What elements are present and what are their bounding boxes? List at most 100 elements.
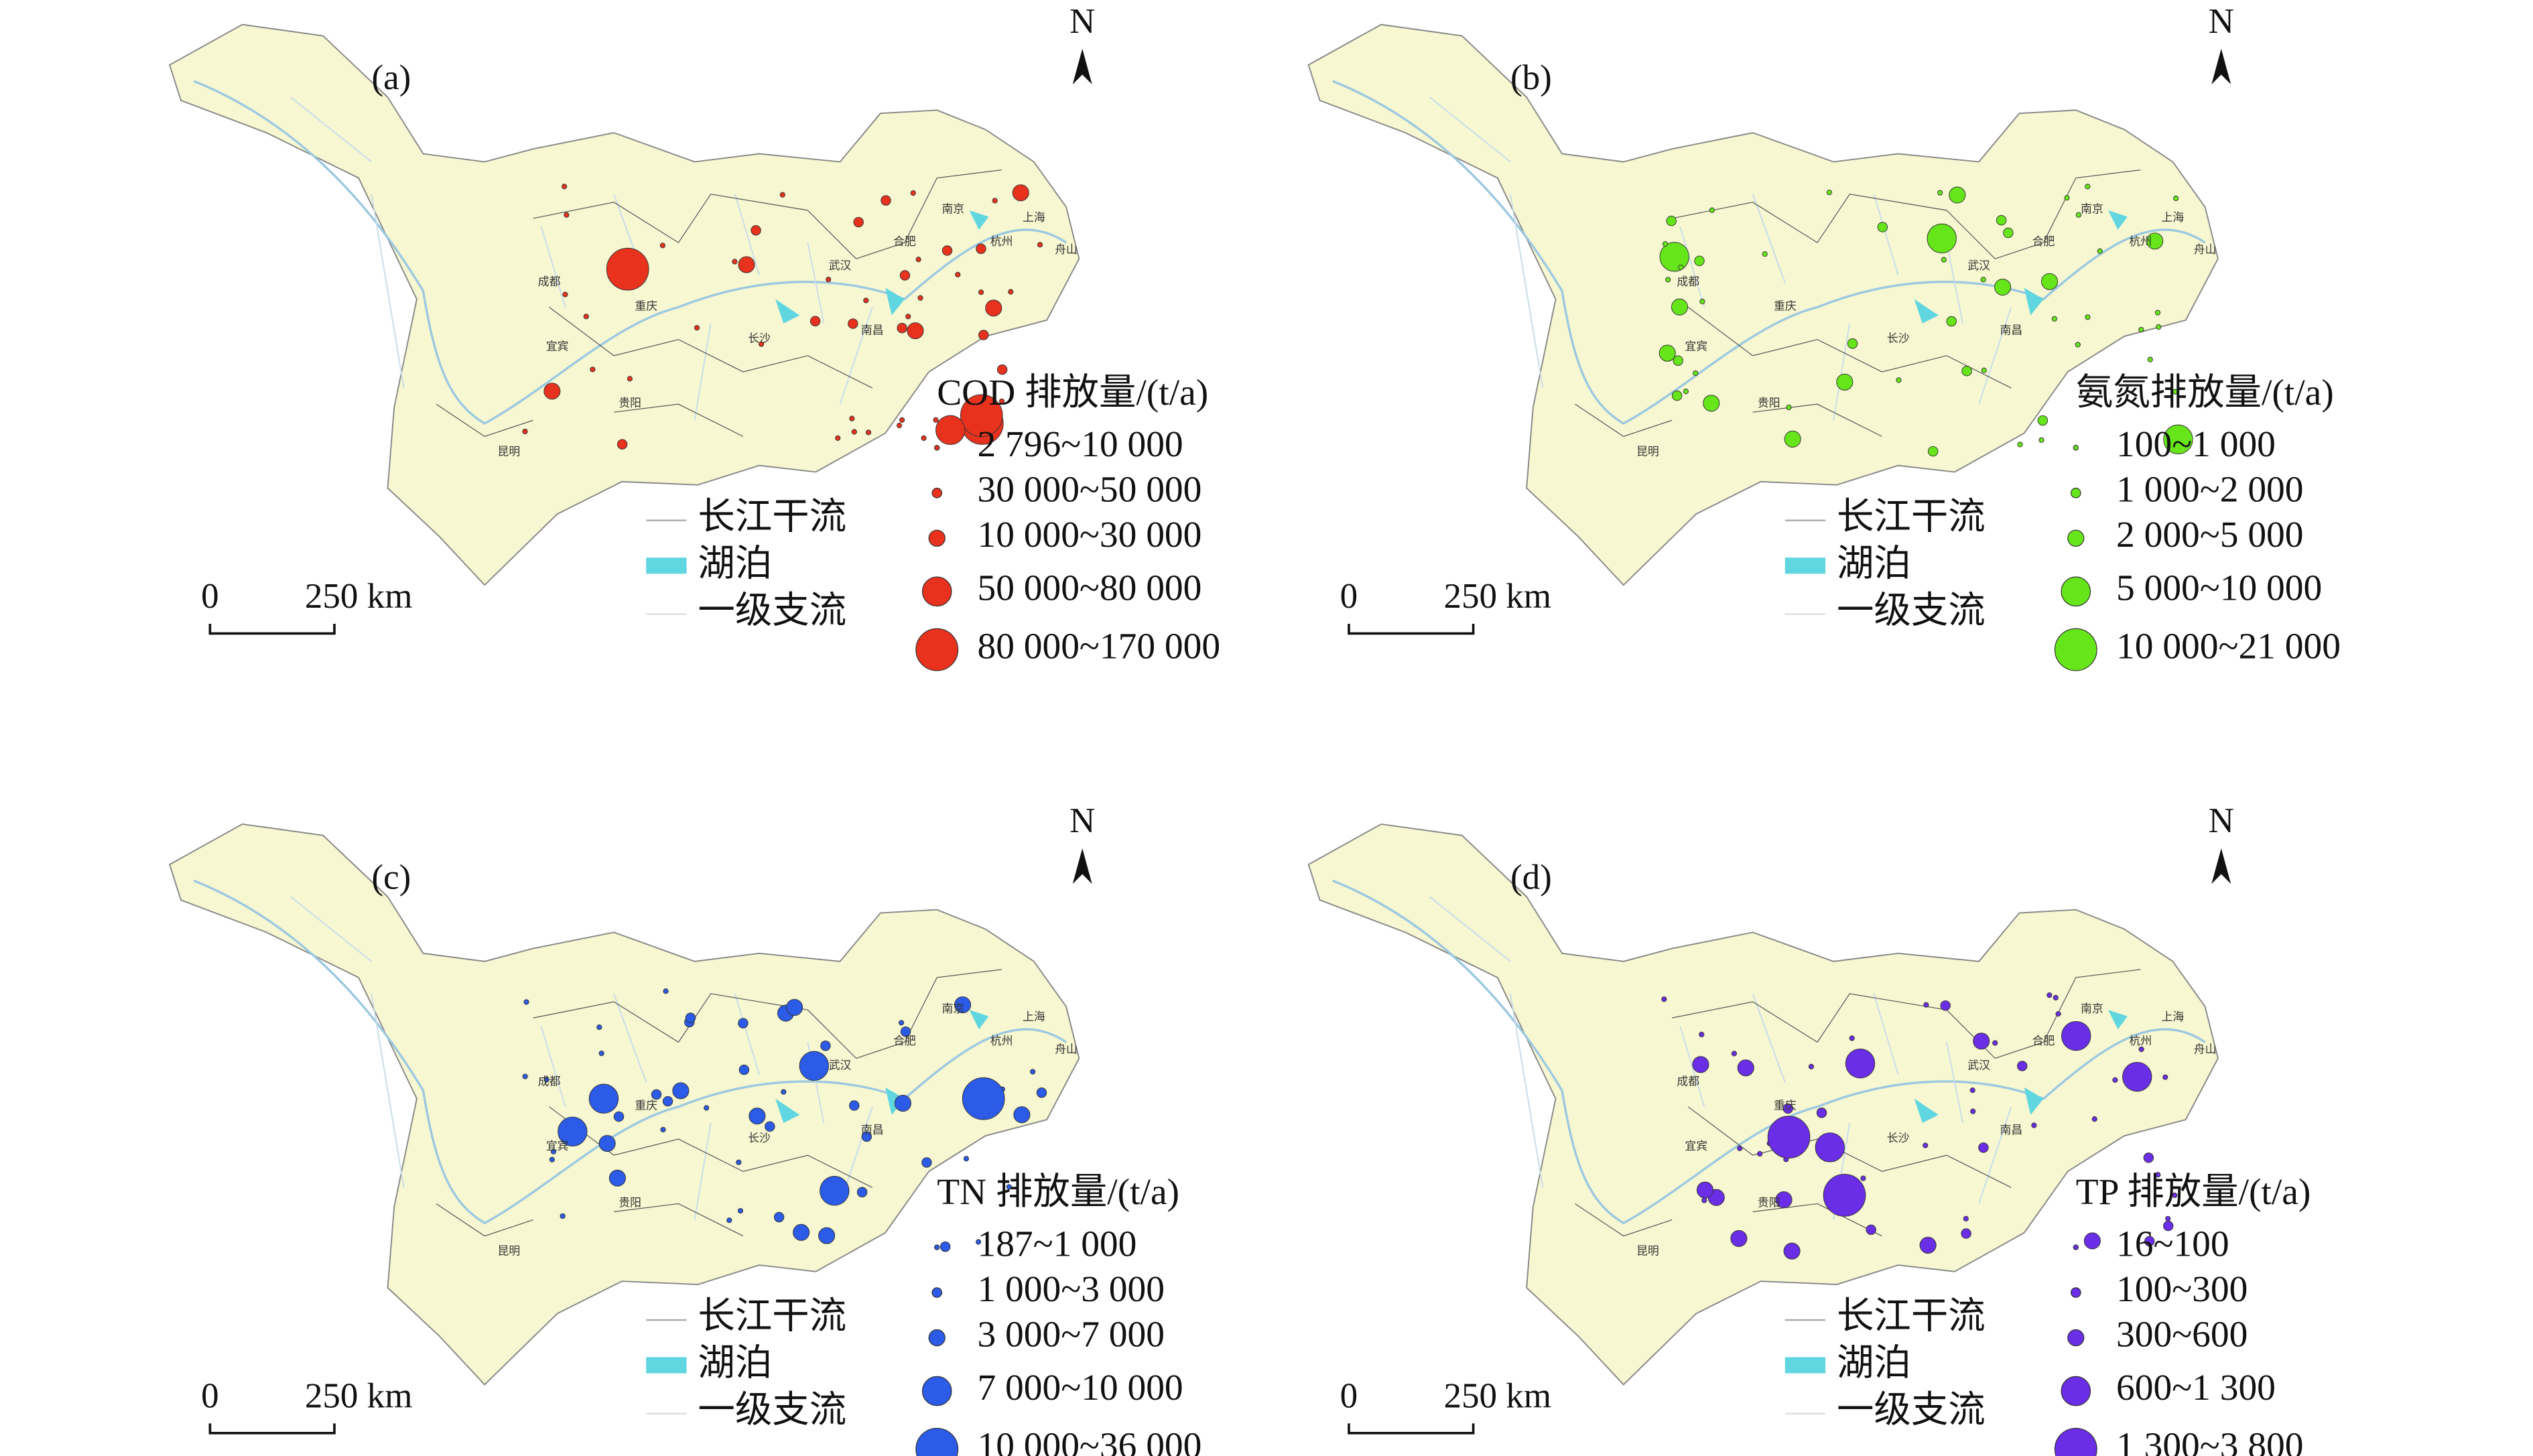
city-label: 成都: [1677, 1075, 1699, 1088]
emission-bubble: [1826, 190, 1832, 196]
emission-bubble: [1973, 1033, 1990, 1050]
emission-bubble: [1786, 404, 1792, 411]
emission-bubble: [992, 198, 998, 204]
north-label: N: [1069, 801, 1095, 840]
legend-symbol: [2061, 576, 2091, 607]
city-label: 昆明: [1636, 1245, 1659, 1258]
legend-symbol: [2070, 1287, 2081, 1298]
emission-bubble: [2053, 994, 2059, 1001]
emission-bubble: [1006, 1184, 1012, 1190]
city-label: 南京: [2081, 1002, 2103, 1015]
emission-bubble: [2017, 1061, 2028, 1071]
emission-bubble: [2162, 1074, 2168, 1080]
emission-bubble: [1994, 278, 2012, 296]
legend-symbol: [933, 445, 940, 451]
emission-bubble: [1699, 1031, 1705, 1038]
emission-bubble: [849, 415, 855, 421]
scale-bar: [208, 1423, 336, 1435]
scale-zero: 0: [1340, 577, 1358, 616]
emission-bubble: [826, 277, 832, 283]
legend-label: 50 000~80 000: [977, 568, 1201, 608]
city-label: 舟山: [2194, 243, 2217, 256]
city-label: 成都: [538, 1075, 561, 1088]
city-label: 成都: [538, 275, 561, 288]
emission-bubble: [1008, 289, 1014, 295]
emission-bubble: [549, 1156, 555, 1163]
emission-bubble: [954, 996, 972, 1014]
emission-bubble: [1946, 316, 1957, 327]
north-arrow: [1072, 848, 1092, 884]
emission-bubble: [1762, 251, 1768, 257]
emission-bubble: [522, 428, 528, 435]
city-label: 南昌: [2000, 1124, 2022, 1136]
north-label: N: [2209, 2, 2234, 41]
emission-bubble: [606, 247, 649, 291]
emission-bubble: [2122, 1061, 2152, 1092]
city-label: 舟山: [2194, 1043, 2217, 1055]
city-label: 杭州: [2129, 235, 2152, 248]
legend-title: 氨氮排放量/(t/a): [2076, 372, 2334, 413]
panel-label: (b): [1510, 58, 1552, 97]
emission-bubble: [921, 1157, 932, 1168]
emission-bubble: [818, 1227, 836, 1244]
legend-symbol: [915, 1427, 959, 1456]
emission-bubble: [915, 257, 921, 263]
emission-bubble: [1784, 430, 1801, 448]
emission-bubble: [939, 1241, 951, 1252]
emission-bubble: [905, 314, 911, 320]
base-legend-label: 湖泊: [698, 543, 772, 584]
emission-bubble: [1731, 1051, 1738, 1057]
legend-title: COD 排放量/(t/a): [937, 372, 1208, 413]
city-label: 武汉: [1967, 259, 1990, 272]
legend-label: 16~100: [2116, 1223, 2229, 1264]
emission-bubble: [1757, 1150, 1763, 1157]
emission-bubble: [2083, 1232, 2101, 1250]
emission-bubble: [1694, 255, 1705, 267]
city-label: 宜宾: [546, 340, 569, 353]
emission-bubble: [751, 225, 761, 236]
emission-bubble: [820, 1176, 850, 1206]
city-label: 武汉: [829, 1059, 852, 1071]
emission-bubble: [976, 243, 986, 254]
emission-bubble: [2163, 424, 2193, 455]
emission-bubble: [1782, 1103, 1793, 1114]
city-label: 南京: [941, 203, 964, 216]
city-label: 合肥: [2032, 235, 2055, 248]
city-label: 南京: [2081, 203, 2103, 216]
legend-symbol: [928, 529, 946, 547]
emission-bubble: [1937, 190, 1943, 196]
emission-bubble: [917, 295, 923, 301]
base-legend-label: 长江干流: [1837, 496, 1986, 537]
legend-symbol: [933, 1244, 940, 1250]
emission-bubble: [1671, 298, 1689, 316]
city-label: 南昌: [861, 324, 884, 337]
emission-bubble: [1703, 395, 1720, 412]
emission-bubble: [596, 1024, 602, 1031]
city-label: 重庆: [1774, 1100, 1797, 1112]
emission-bubble: [1737, 1145, 1743, 1151]
legend-symbol: [931, 487, 943, 499]
city-label: 南昌: [2000, 324, 2022, 337]
legend-label: 1 300~3 800: [2116, 1425, 2303, 1456]
emission-bubble: [996, 364, 1008, 375]
emission-bubble: [765, 1121, 775, 1132]
city-label: 上海: [1023, 211, 1045, 224]
emission-bubble: [651, 1089, 662, 1100]
legend-title: TN 排放量/(t/a): [937, 1171, 1179, 1212]
panel-label: (c): [371, 858, 411, 897]
emission-bubble: [985, 300, 1002, 317]
panel-label: (a): [371, 58, 411, 97]
north-arrow: [1072, 48, 1092, 84]
emission-bubble: [1815, 1132, 1845, 1163]
emission-bubble: [1696, 1181, 1713, 1199]
city-label: 重庆: [1774, 300, 1797, 312]
legend-label: 10 000~36 000: [977, 1425, 1201, 1456]
emission-bubble: [781, 1089, 787, 1095]
emission-bubble: [962, 1077, 1005, 1120]
emission-bubble: [1847, 338, 1858, 349]
legend-symbol: [2061, 1376, 2091, 1406]
emission-bubble: [963, 1156, 970, 1162]
legend-symbol: [931, 1287, 943, 1298]
emission-bubble: [726, 1217, 732, 1223]
